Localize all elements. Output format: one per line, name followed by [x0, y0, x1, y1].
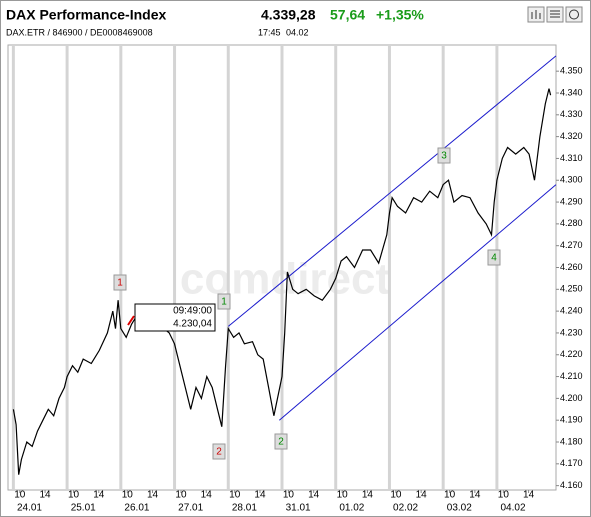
x-tick-label: 10 — [14, 490, 26, 501]
date-label: 31.01 — [286, 503, 311, 514]
x-tick-label: 10 — [68, 490, 80, 501]
tooltip — [134, 303, 216, 332]
wave-label: 1 — [221, 297, 227, 308]
price-line — [12, 88, 552, 475]
x-tick-label: 14 — [147, 490, 159, 501]
change: 57,64 — [330, 7, 365, 23]
date-label: 24.01 — [17, 503, 42, 514]
y-tick-label: 4.210 — [560, 371, 583, 381]
y-tick-label: 4.200 — [560, 393, 583, 403]
wave-marker — [113, 274, 127, 291]
date-label: 01.02 — [339, 503, 364, 514]
y-tick-label: 4.170 — [560, 458, 583, 468]
y-tick-label: 4.300 — [560, 175, 583, 185]
tooltip-value: 4.230,04 — [173, 319, 212, 330]
y-tick-label: 4.230 — [560, 327, 583, 337]
date-label: 04.02 — [501, 503, 526, 514]
date: 04.02 — [286, 27, 309, 37]
y-tick-label: 4.330 — [560, 109, 583, 119]
x-tick-label: 10 — [283, 490, 295, 501]
toolbar — [527, 6, 583, 23]
y-tick-label: 4.350 — [560, 66, 583, 76]
time: 17:45 — [258, 27, 281, 37]
refresh-button[interactable] — [565, 6, 583, 23]
y-tick-label: 4.310 — [560, 153, 583, 163]
cursor-mark — [127, 315, 135, 326]
last-price: 4.339,28 — [261, 7, 316, 23]
x-tick-label: 10 — [122, 490, 134, 501]
y-tick-label: 4.280 — [560, 218, 583, 228]
change-pct: +1,35% — [376, 7, 424, 23]
y-tick-label: 4.240 — [560, 306, 583, 316]
y-tick-label: 4.290 — [560, 196, 583, 206]
x-tick-label: 10 — [229, 490, 241, 501]
x-tick-label: 14 — [416, 490, 428, 501]
x-tick-label: 14 — [201, 490, 213, 501]
ids: DAX.ETR / 846900 / DE0008469008 — [6, 27, 153, 37]
wave-marker — [217, 293, 231, 310]
wave-label: 4 — [491, 253, 497, 264]
y-tick-label: 4.270 — [560, 240, 583, 250]
x-tick-label: 10 — [337, 490, 349, 501]
wave-label: 2 — [278, 437, 284, 448]
trend-channel — [278, 184, 557, 421]
y-tick-label: 4.160 — [560, 480, 583, 490]
tooltip-time: 09:49:00 — [173, 306, 212, 317]
x-tick-label: 10 — [444, 490, 456, 501]
wave-marker — [274, 433, 288, 450]
title: DAX Performance-Index — [6, 7, 166, 23]
icon — [550, 10, 560, 18]
date-label: 25.01 — [71, 503, 96, 514]
trend-channel — [227, 55, 557, 327]
wave-marker — [437, 147, 451, 164]
date-label: 03.02 — [447, 503, 472, 514]
y-tick-label: 4.180 — [560, 436, 583, 446]
wave-label: 3 — [441, 151, 447, 162]
date-label: 27.01 — [178, 503, 203, 514]
wave-label: 1 — [117, 278, 123, 289]
y-tick-label: 4.340 — [560, 87, 583, 97]
wave-marker — [487, 249, 501, 266]
x-tick-label: 10 — [390, 490, 402, 501]
x-tick-label: 14 — [308, 490, 320, 501]
date-label: 26.01 — [124, 503, 149, 514]
date-label: 28.01 — [232, 503, 257, 514]
y-tick-label: 4.190 — [560, 415, 583, 425]
x-tick-label: 14 — [469, 490, 481, 501]
wave-label: 2 — [216, 447, 222, 458]
x-tick-label: 14 — [40, 490, 52, 501]
x-tick-label: 14 — [254, 490, 266, 501]
x-tick-label: 14 — [362, 490, 374, 501]
x-tick-label: 14 — [93, 490, 105, 501]
y-tick-label: 4.320 — [560, 131, 583, 141]
x-tick-label: 10 — [175, 490, 187, 501]
icon — [531, 10, 541, 19]
x-tick-label: 10 — [498, 490, 510, 501]
icon — [569, 9, 579, 20]
y-tick-label: 4.220 — [560, 349, 583, 359]
y-tick-label: 4.260 — [560, 262, 583, 272]
y-tick-label: 4.250 — [560, 284, 583, 294]
date-label: 02.02 — [393, 503, 418, 514]
x-tick-label: 14 — [523, 490, 535, 501]
wave-marker — [212, 443, 226, 460]
